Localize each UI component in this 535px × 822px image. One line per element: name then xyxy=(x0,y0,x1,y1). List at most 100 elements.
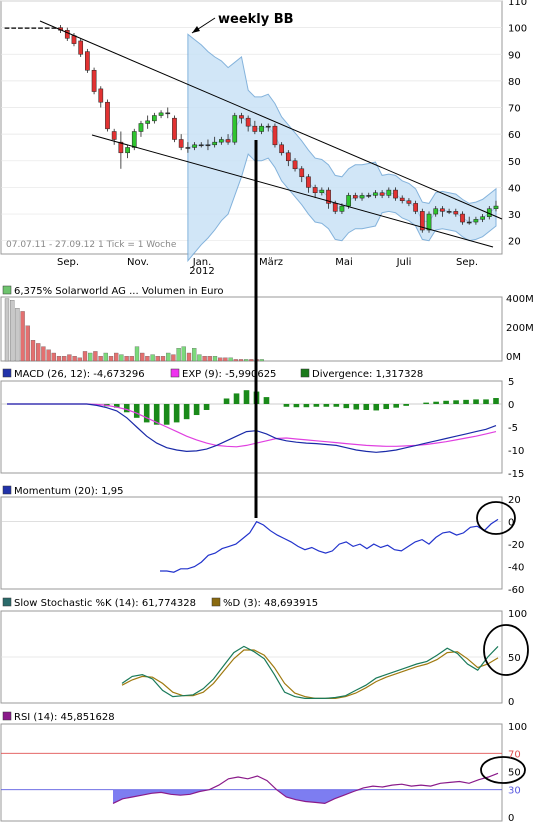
volume-bar xyxy=(155,356,160,362)
rsi-highlight-circle xyxy=(480,756,526,784)
volume-bar xyxy=(150,354,155,362)
stochastic-panel: Slow Stochastic %K (14): 61,774328 %D (3… xyxy=(0,597,529,708)
divergence-bar xyxy=(383,404,390,410)
candle-body xyxy=(4,27,10,29)
volume-y-ticks: 0M 200M 400M xyxy=(506,294,534,363)
candle-body xyxy=(245,117,251,127)
volume-bar xyxy=(77,357,82,362)
volume-y-tick-label: 0M xyxy=(506,352,521,363)
candle-body xyxy=(373,192,378,196)
volume-bar xyxy=(93,351,98,362)
volume-bar xyxy=(244,359,249,362)
volume-bar xyxy=(114,352,119,362)
volume-bar xyxy=(10,300,15,362)
volume-bar xyxy=(202,356,207,362)
divergence-bars xyxy=(94,390,499,425)
rsi-panel: RSI (14): 45,851628 100 70 50 30 0 xyxy=(0,711,527,822)
divergence-bar xyxy=(483,399,489,404)
weekly-bb-annotation: weekly BB xyxy=(218,12,294,27)
divergence-bar xyxy=(323,404,330,407)
candle-body xyxy=(419,211,425,231)
candle-body xyxy=(105,101,110,130)
candle-body xyxy=(185,147,191,149)
rsi-y-tick-label: 70 xyxy=(508,749,521,760)
candle-body xyxy=(466,221,472,224)
divergence-bar xyxy=(393,404,400,408)
candle-body xyxy=(152,115,157,122)
stochastic-y-tick-label: 50 xyxy=(508,653,521,664)
date-range-note: 07.07.11 - 27.09.12 1 Tick = 1 Woche xyxy=(6,240,177,250)
candle-body xyxy=(71,35,77,44)
volume-bar xyxy=(145,356,150,362)
momentum-y-tick-label: -20 xyxy=(508,540,524,551)
price-y-tick-label: 70 xyxy=(508,104,521,115)
exp-legend: EXP (9): -5,990625 xyxy=(182,369,276,380)
candle-body xyxy=(433,208,439,215)
candle-body xyxy=(44,27,50,29)
candle-body xyxy=(252,125,258,132)
volume-y-tick-label: 200M xyxy=(506,323,534,334)
divergence-bar xyxy=(453,400,459,404)
candle-body xyxy=(145,120,151,124)
volume-bar xyxy=(108,356,114,362)
momentum-y-tick-label: 20 xyxy=(508,495,521,506)
price-y-tick-label: 60 xyxy=(508,130,521,141)
volume-bar xyxy=(223,357,228,362)
exp-legend-swatch xyxy=(170,368,180,378)
price-panel: weekly BB 07.07.11 - 27.09.12 1 Tick = 1… xyxy=(0,0,527,277)
rsi-y-ticks: 100 70 50 30 0 xyxy=(508,722,527,822)
trend-line-lower xyxy=(91,134,494,248)
divergence-bar xyxy=(283,404,290,407)
volume-bar xyxy=(129,356,134,362)
candle-body xyxy=(359,195,365,199)
volume-bar xyxy=(197,354,202,362)
divergence-bar xyxy=(493,398,499,404)
volume-bar xyxy=(62,356,67,362)
volume-bars xyxy=(4,298,264,362)
price-x-tick-label: Jan. xyxy=(192,257,212,268)
volume-bar xyxy=(88,352,93,362)
volume-bar xyxy=(171,354,176,362)
volume-panel: 6,375% Solarworld AG ... Volumen in Euro… xyxy=(0,285,534,363)
candle-body xyxy=(473,219,479,223)
divergence-bar xyxy=(143,404,150,423)
divergence-bar xyxy=(373,404,380,411)
divergence-legend: Divergence: 1,317328 xyxy=(312,369,423,380)
macd-y-tick-label: 5 xyxy=(508,377,514,388)
candle-body xyxy=(299,168,305,178)
volume-bar xyxy=(238,359,244,362)
candle-body xyxy=(379,192,385,196)
macd-plot-frame xyxy=(0,380,503,474)
volume-bar xyxy=(207,356,212,362)
volume-y-tick-label: 400M xyxy=(506,294,534,305)
candle-body xyxy=(366,195,372,197)
candle-body xyxy=(332,203,338,212)
candle-body xyxy=(460,213,465,223)
candle-body xyxy=(18,27,23,29)
candle-body xyxy=(64,30,70,39)
volume-bar xyxy=(124,356,129,362)
divergence-bar xyxy=(353,404,360,410)
volume-bar xyxy=(119,354,124,362)
price-x-tick-label: Sep. xyxy=(57,257,79,268)
annotation-arrowhead xyxy=(192,26,200,33)
volume-bar xyxy=(259,359,264,362)
divergence-bar xyxy=(153,404,160,425)
candle-body xyxy=(339,205,345,212)
divergence-bar xyxy=(463,399,469,404)
volume-bar xyxy=(20,311,25,362)
macd-line xyxy=(7,403,497,453)
volume-bar xyxy=(25,325,30,362)
stochastic-highlight-circle xyxy=(483,624,529,676)
candle-body xyxy=(232,115,238,143)
divergence-bar xyxy=(163,404,170,425)
candle-body xyxy=(172,117,177,140)
stoch-k-legend: Slow Stochastic %K (14): 61,774328 xyxy=(14,598,196,609)
candle-body xyxy=(446,211,452,213)
momentum-y-ticks: 20 0 -20 -40 -60 xyxy=(508,495,524,596)
volume-bar xyxy=(249,359,254,362)
rsi-grid xyxy=(1,752,502,791)
rsi-y-tick-label: 50 xyxy=(508,768,521,779)
volume-bar xyxy=(218,357,223,362)
price-x-tick-label: Mai xyxy=(335,257,353,268)
